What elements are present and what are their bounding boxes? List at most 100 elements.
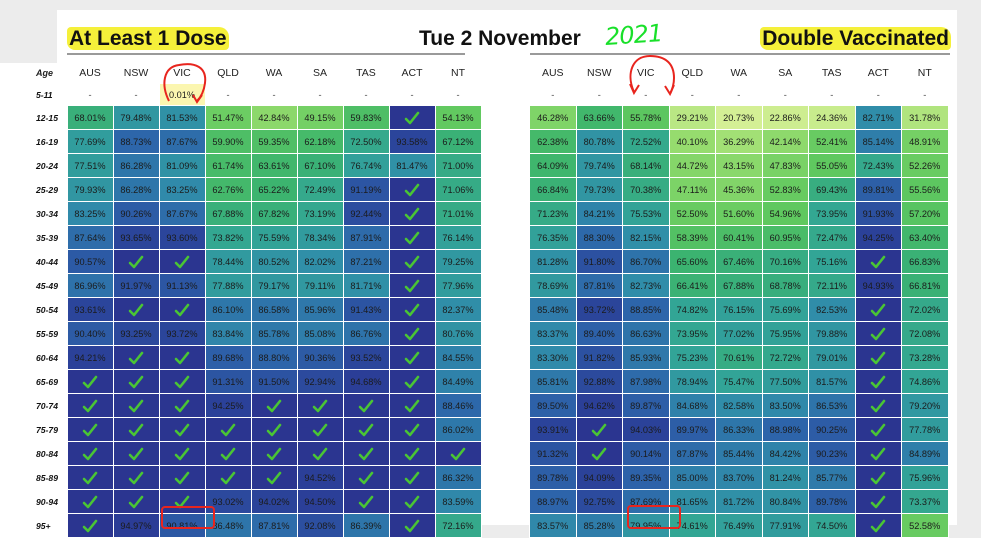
percentage-cell: 93.52% <box>342 345 390 370</box>
checkmark-icon <box>174 375 190 388</box>
percentage-cell: 20.73% <box>715 105 763 130</box>
percentage-cell: 72.47% <box>808 225 856 250</box>
empty-cell: - <box>342 83 390 106</box>
checkmark-icon <box>870 471 886 484</box>
percentage-cell: 85.78% <box>250 321 298 346</box>
percentage-cell: 86.58% <box>250 297 298 322</box>
table-row: 25-29 79.93% 86.28% 83.25% 62.76% 65.22% 72.49… <box>0 177 482 202</box>
table-row: 66.84% 79.73% 70.38% 47.11% 45.36% 52.83% 69.4… <box>529 177 949 202</box>
checkmark-icon <box>82 519 98 532</box>
percentage-cell: 92.94% <box>296 369 344 394</box>
target-reached-cell <box>204 465 252 490</box>
percentage-cell: 86.53% <box>808 393 856 418</box>
target-reached-cell <box>854 369 902 394</box>
percentage-cell: 55.78% <box>622 105 670 130</box>
percentage-cell: 83.50% <box>761 393 809 418</box>
target-reached-cell <box>66 369 114 394</box>
target-reached-cell <box>66 489 114 514</box>
column-header-wa: WA <box>251 63 297 84</box>
percentage-cell: 77.88% <box>204 273 252 298</box>
checkmark-icon <box>174 303 190 316</box>
percentage-cell: 78.44% <box>204 249 252 274</box>
percentage-cell: 90.14% <box>622 441 670 466</box>
percentage-cell: 72.50% <box>342 129 390 154</box>
target-reached-cell <box>112 369 160 394</box>
checkmark-icon <box>220 447 236 460</box>
percentage-cell: 92.88% <box>575 369 623 394</box>
percentage-cell: 67.82% <box>250 201 298 226</box>
target-reached-cell <box>158 249 206 274</box>
percentage-cell: 94.02% <box>250 489 298 514</box>
percentage-cell: 77.51% <box>66 153 114 178</box>
percentage-cell: 79.17% <box>250 273 298 298</box>
target-reached-cell <box>388 321 436 346</box>
percentage-cell: 76.49% <box>715 513 763 538</box>
table-row: 71.23% 84.21% 75.53% 52.50% 51.60% 54.96% 73.9… <box>529 201 949 226</box>
age-label: 90-94 <box>0 489 67 514</box>
percentage-cell: 88.98% <box>761 417 809 442</box>
percentage-cell: 86.70% <box>622 249 670 274</box>
percentage-cell: 82.71% <box>854 105 902 130</box>
checkmark-icon <box>591 447 607 460</box>
empty-cell: - <box>901 83 949 106</box>
checkmark-icon <box>128 471 144 484</box>
age-label: 40-44 <box>0 249 67 274</box>
handwritten-year: 2021 <box>604 19 663 51</box>
table-row: 35-39 87.64% 93.65% 93.60% 73.82% 75.59% 78.34… <box>0 225 482 250</box>
percentage-cell: 52.50% <box>668 201 716 226</box>
empty-cell: - <box>112 83 160 106</box>
column-header-act: ACT <box>855 63 902 84</box>
percentage-cell: 75.16% <box>808 249 856 274</box>
percentage-cell: 22.86% <box>761 105 809 130</box>
target-reached-cell <box>112 249 160 274</box>
table-row: 90-94 93.02% 94.02% 94.50% 83.59% <box>0 489 482 514</box>
empty-cell: - <box>622 83 670 106</box>
double-vaccinated-table: AUS NSW VIC QLD WA SA TAS ACT NT - - - - - - - - -46.28% 6… <box>529 63 949 538</box>
table-row: 70-74 94.25% 88.46% <box>0 393 482 418</box>
percentage-cell: 91.32% <box>529 441 577 466</box>
percentage-cell: 78.34% <box>296 225 344 250</box>
checkmark-icon <box>128 399 144 412</box>
checkmark-icon <box>174 255 190 268</box>
percentage-cell: 74.61% <box>668 513 716 538</box>
target-reached-cell <box>388 441 436 466</box>
percentage-cell: 78.69% <box>529 273 577 298</box>
percentage-cell: 75.69% <box>761 297 809 322</box>
percentage-cell: 93.02% <box>204 489 252 514</box>
percentage-cell: 94.52% <box>296 465 344 490</box>
percentage-cell: 81.65% <box>668 489 716 514</box>
percentage-cell: 87.98% <box>622 369 670 394</box>
percentage-cell: 52.83% <box>761 177 809 202</box>
column-header-sa: SA <box>762 63 809 84</box>
checkmark-icon <box>174 399 190 412</box>
percentage-cell: 89.87% <box>622 393 670 418</box>
percentage-cell: 59.83% <box>342 105 390 130</box>
empty-cell: - <box>250 83 298 106</box>
checkmark-icon <box>870 399 886 412</box>
percentage-cell: 63.40% <box>901 225 949 250</box>
checkmark-icon <box>870 375 886 388</box>
column-header-qld: QLD <box>669 63 716 84</box>
column-header-vic: VIC <box>622 63 669 84</box>
checkmark-icon <box>358 399 374 412</box>
percentage-cell: 47.83% <box>761 153 809 178</box>
column-header-nsw: NSW <box>113 63 159 84</box>
percentage-cell: 29.21% <box>668 105 716 130</box>
percentage-cell: 77.69% <box>66 129 114 154</box>
percentage-cell: 86.10% <box>204 297 252 322</box>
checkmark-icon <box>404 519 420 532</box>
percentage-cell: 60.41% <box>715 225 763 250</box>
target-reached-cell <box>250 441 298 466</box>
percentage-cell: 72.52% <box>622 129 670 154</box>
percentage-cell: 72.43% <box>854 153 902 178</box>
percentage-cell: 55.56% <box>901 177 949 202</box>
percentage-cell: 65.60% <box>668 249 716 274</box>
percentage-cell: 24.36% <box>808 105 856 130</box>
checkmark-icon <box>128 423 144 436</box>
table-row: 55-59 90.40% 93.25% 93.72% 83.84% 85.78% 85.08… <box>0 321 482 346</box>
percentage-cell: 90.36% <box>296 345 344 370</box>
table-row: 12-15 68.01% 79.48% 81.53% 51.47% 42.84% 49.15… <box>0 105 482 130</box>
target-reached-cell <box>342 417 390 442</box>
target-reached-cell <box>854 393 902 418</box>
target-reached-cell <box>388 417 436 442</box>
